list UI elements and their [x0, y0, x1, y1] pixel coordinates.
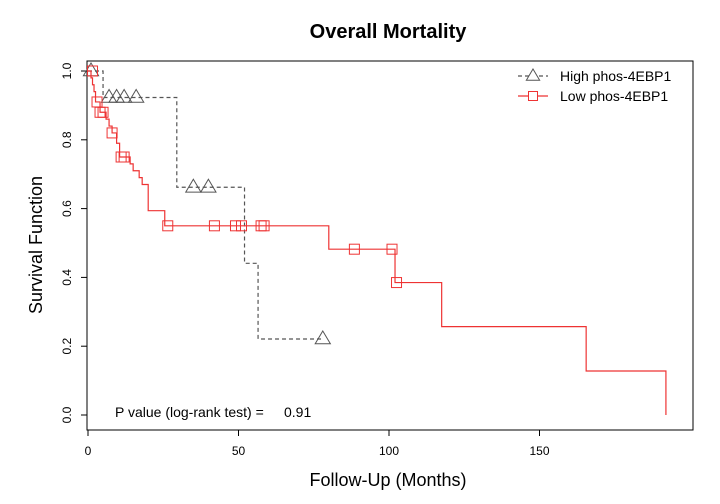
series-line-low	[88, 70, 667, 415]
censor-mark-high	[127, 88, 145, 103]
p-value-number: 0.91	[284, 404, 311, 420]
censor-mark-low	[118, 151, 130, 163]
y-axis-label: Survival Function	[26, 176, 46, 314]
censor-mark-low	[236, 220, 248, 232]
censor-mark-low	[162, 220, 174, 232]
x-axis-label: Follow-Up (Months)	[309, 470, 466, 490]
legend-marker-high	[525, 68, 541, 81]
censor-mark-low	[87, 65, 99, 77]
x-tick-label: 150	[529, 444, 549, 458]
x-tick-label: 100	[379, 444, 399, 458]
chart-title: Overall Mortality	[310, 21, 468, 43]
p-value-label: P value (log-rank test) =	[115, 404, 264, 420]
censor-mark-low	[106, 127, 118, 139]
y-tick-label: 0.0	[60, 406, 74, 423]
y-tick-label: 0.2	[60, 338, 74, 355]
y-tick-label: 1.0	[60, 62, 74, 79]
censor-mark-low	[348, 243, 360, 255]
censor-mark-low	[386, 243, 398, 255]
y-axis: 0.0 0.2 0.4 0.6 0.8 1.0	[60, 62, 87, 423]
censor-mark-high	[108, 88, 126, 103]
censor-mark-high	[199, 178, 217, 193]
censor-mark-low	[229, 220, 241, 232]
series-line-high	[88, 70, 323, 340]
x-axis: 0 50 100 150	[85, 430, 550, 458]
y-tick-label: 0.6	[60, 200, 74, 217]
censor-mark-high	[100, 88, 118, 103]
legend-marker-low	[528, 91, 538, 101]
censor-mark-low	[391, 277, 403, 289]
plot-frame	[86, 60, 694, 431]
x-tick-label: 50	[232, 444, 246, 458]
censor-mark-high	[184, 178, 202, 193]
y-tick-label: 0.8	[60, 131, 74, 148]
censor-mark-high	[115, 88, 133, 103]
legend-label-high: High phos-4EBP1	[560, 68, 672, 84]
series-layer	[82, 62, 667, 415]
legend: High phos-4EBP1 Low phos-4EBP1	[518, 68, 672, 104]
x-tick-label: 0	[85, 444, 92, 458]
censor-mark-low	[258, 220, 270, 232]
censor-mark-low	[208, 220, 220, 232]
censor-mark-high	[314, 329, 332, 345]
y-tick-label: 0.4	[60, 269, 74, 286]
legend-label-low: Low phos-4EBP1	[560, 88, 668, 104]
censor-mark-low	[97, 106, 109, 118]
